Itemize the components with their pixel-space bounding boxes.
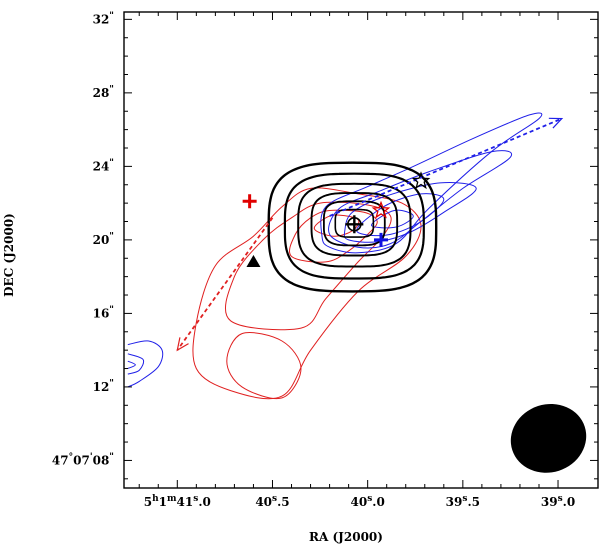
y-tick-value: 16 bbox=[93, 306, 110, 320]
y-tick-sec-sign: " bbox=[109, 452, 114, 462]
x-tick-hour-sign: h bbox=[152, 494, 159, 504]
red-arrow-head bbox=[176, 337, 189, 352]
x-tick-sec: 39 bbox=[541, 495, 558, 509]
x-tick-sec-sign: s bbox=[272, 494, 277, 504]
y-tick-sec-sign: " bbox=[109, 85, 114, 95]
y-tick-deg-sign: ° bbox=[69, 452, 74, 462]
x-tick-label-0: 5h1m41s.0 bbox=[144, 494, 211, 509]
x-tick-min: 1 bbox=[159, 495, 167, 509]
red-contour-1 bbox=[225, 201, 392, 331]
x-tick-sec-sign: s bbox=[193, 494, 198, 504]
y-tick-deg: 47 bbox=[52, 453, 69, 467]
black-contour-3 bbox=[310, 192, 399, 257]
x-tick-sec-sign: s bbox=[367, 494, 372, 504]
y-tick-min: 07 bbox=[73, 453, 90, 467]
plot-frame bbox=[123, 11, 599, 489]
red-contour-4 bbox=[226, 332, 302, 400]
blue-contour-5 bbox=[127, 340, 164, 388]
black-contour-4 bbox=[322, 200, 386, 247]
blue-contour-4 bbox=[371, 209, 414, 229]
x-tick-frac: .0 bbox=[563, 495, 576, 509]
y-tick-label-5: 12" bbox=[93, 379, 114, 394]
x-tick-label-2: 40s.0 bbox=[351, 494, 385, 509]
y-tick-label-2: 24" bbox=[93, 158, 114, 173]
y-tick-label-6: 47°07'08" bbox=[52, 452, 114, 467]
star-marker-3 bbox=[371, 200, 391, 219]
x-tick-frac: .0 bbox=[372, 495, 385, 509]
y-tick-sec-sign: " bbox=[109, 11, 114, 21]
y-tick-value: 12 bbox=[93, 380, 110, 394]
x-tick-frac: .0 bbox=[198, 495, 211, 509]
beam-ellipse bbox=[510, 403, 587, 473]
x-tick-sec-sign: s bbox=[558, 494, 563, 504]
x-tick-frac: .5 bbox=[467, 495, 480, 509]
black-contour-5 bbox=[334, 208, 375, 238]
y-tick-value: 24 bbox=[93, 159, 110, 173]
x-tick-label-3: 39s.5 bbox=[446, 494, 480, 509]
y-tick-label-1: 28" bbox=[93, 85, 114, 100]
x-tick-hour: 5 bbox=[144, 495, 152, 509]
y-tick-sec-sign: " bbox=[109, 305, 114, 315]
y-tick-sec-sign: " bbox=[109, 158, 114, 168]
x-tick-label-4: 39s.0 bbox=[541, 494, 575, 509]
x-tick-sec: 39 bbox=[446, 495, 463, 509]
blue-arrow-head bbox=[548, 117, 564, 129]
y-tick-sec: 08 bbox=[93, 453, 110, 467]
y-tick-sec-sign: " bbox=[109, 232, 114, 242]
blue-contour-2 bbox=[343, 182, 477, 243]
x-axis-label: RA (J2000) bbox=[309, 530, 383, 544]
x-tick-sec: 40 bbox=[351, 495, 368, 509]
y-tick-sec-sign: " bbox=[109, 379, 114, 389]
cross-marker-2 bbox=[345, 215, 364, 234]
triangle-marker-5 bbox=[246, 254, 261, 267]
x-tick-sec: 41 bbox=[177, 495, 194, 509]
x-tick-sec: 40 bbox=[255, 495, 272, 509]
cross-marker-1 bbox=[373, 232, 388, 247]
star-marker-4 bbox=[411, 171, 431, 190]
y-tick-label-0: 32" bbox=[93, 11, 114, 26]
y-tick-label-3: 20" bbox=[93, 232, 114, 247]
black-contour-2 bbox=[297, 182, 412, 268]
red-arrow-line bbox=[176, 217, 274, 351]
blue-contour-6 bbox=[127, 353, 145, 375]
black-contour-1 bbox=[283, 172, 425, 280]
x-tick-sec-sign: s bbox=[462, 494, 467, 504]
x-tick-min-sign: m bbox=[167, 494, 177, 504]
y-tick-label-4: 16" bbox=[93, 305, 114, 320]
x-tick-label-1: 40s.5 bbox=[255, 494, 289, 509]
x-tick-frac: .5 bbox=[277, 495, 290, 509]
black-contour-0 bbox=[267, 161, 438, 293]
y-axis-label: DEC (J2000) bbox=[2, 213, 16, 297]
y-tick-value: 20 bbox=[93, 233, 110, 247]
y-tick-value: 28 bbox=[93, 86, 110, 100]
blue-contour-0 bbox=[320, 112, 543, 254]
y-tick-value: 32 bbox=[93, 12, 110, 26]
cross-marker-0 bbox=[242, 194, 257, 209]
blue-contour-7 bbox=[127, 360, 136, 369]
red-contour-0 bbox=[192, 187, 422, 400]
y-tick-min-sign: ' bbox=[90, 452, 93, 462]
plot-area bbox=[127, 112, 587, 473]
axes: 32"28"24"20"16"12"47°07'08"5h1m41s.0 40s.… bbox=[52, 11, 599, 509]
